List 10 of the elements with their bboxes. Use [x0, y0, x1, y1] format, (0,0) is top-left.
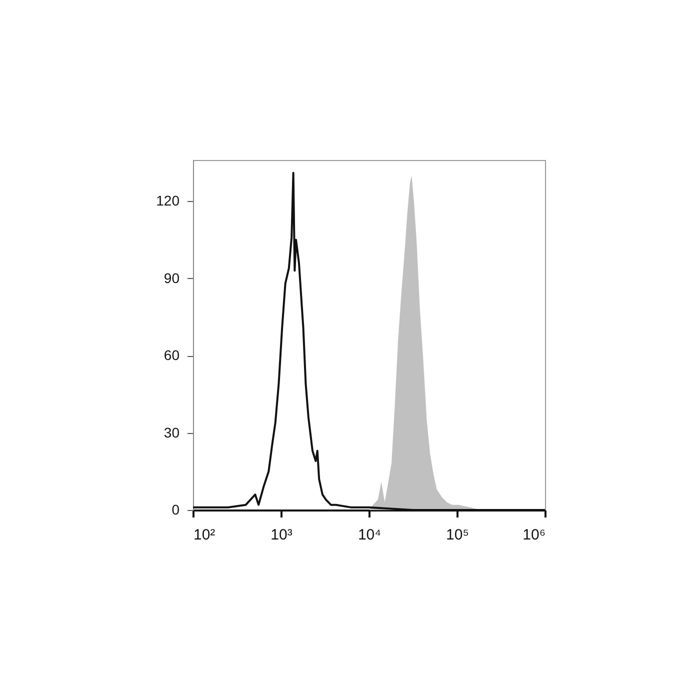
y-tick-label: 120: [156, 192, 180, 209]
y-tick-label: 0: [172, 502, 180, 518]
y-tick-label: 30: [164, 424, 180, 440]
y-tick-label: 90: [164, 270, 180, 286]
y-tick-label: 60: [164, 347, 180, 364]
x-tick-label: 10⁵: [446, 526, 469, 544]
x-tick-label: 10⁶: [522, 526, 546, 544]
x-tick-label: 10³: [270, 526, 292, 544]
x-tick-label: 10²: [194, 526, 216, 544]
x-tick-label: 10⁴: [358, 526, 382, 544]
